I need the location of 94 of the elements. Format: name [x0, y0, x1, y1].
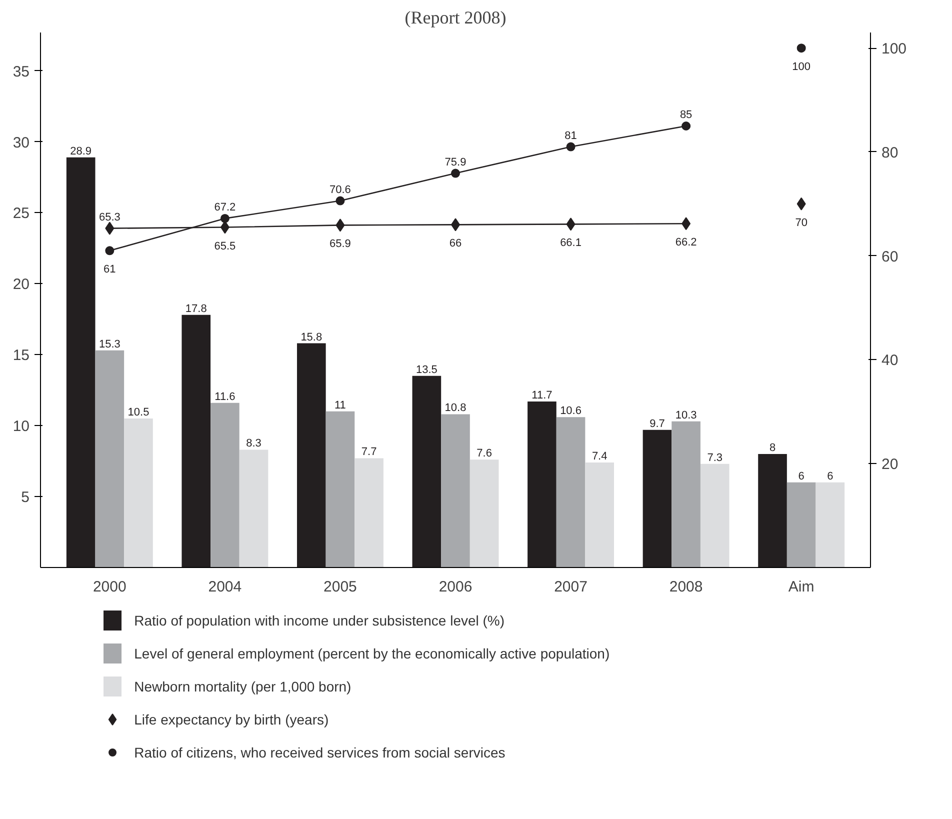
- point: [105, 246, 114, 256]
- point: [105, 222, 114, 235]
- data-label: 15.3: [98, 338, 120, 350]
- y2-tick-label: 80: [882, 144, 898, 162]
- data-label: 6: [798, 470, 804, 482]
- data-label: 11.7: [532, 389, 552, 402]
- legend-label: Newborn mortality (per 1,000 born): [134, 678, 352, 694]
- data-label: 15.8: [300, 331, 322, 344]
- data-label: 6: [827, 470, 834, 482]
- data-label: 65.9: [330, 238, 351, 250]
- x-tick-label: 2008: [669, 578, 703, 596]
- data-label: 85: [680, 108, 692, 121]
- bar: [66, 157, 96, 568]
- y-tick-label: 20: [12, 276, 30, 294]
- bar: [296, 343, 326, 568]
- x-tick-label: 2006: [438, 578, 472, 596]
- point: [796, 197, 806, 210]
- y2-tick-label: 20: [882, 456, 898, 474]
- bar: [470, 460, 499, 568]
- x-tick-label: 2007: [554, 578, 588, 596]
- bar: [585, 462, 614, 568]
- data-label: 9.7: [650, 418, 665, 430]
- bar: [210, 402, 240, 568]
- chart-title: (Report 2008): [404, 8, 506, 28]
- legend-label: Level of general employment (percent by the economically active population): [134, 646, 610, 662]
- data-label: 66: [449, 238, 462, 250]
- y-tick-label: 35: [12, 63, 30, 80]
- data-label: 11: [334, 399, 346, 412]
- bar: [816, 482, 845, 568]
- bar: [326, 411, 355, 568]
- data-label: 81: [564, 130, 577, 142]
- point: [336, 196, 345, 206]
- data-label: 10.3: [675, 409, 697, 422]
- bar: [556, 417, 586, 568]
- data-label: 17.8: [185, 302, 207, 315]
- point: [796, 44, 806, 53]
- bar: [412, 376, 442, 568]
- bar: [642, 430, 672, 568]
- data-label: 7.3: [707, 452, 723, 464]
- x-tick-label: 2000: [92, 578, 126, 596]
- x-tick-label: 2005: [324, 578, 357, 596]
- y-tick-label: 25: [12, 205, 30, 222]
- bar: [182, 314, 211, 568]
- data-label: 66.1: [560, 237, 582, 250]
- x-tick-label: 2004: [208, 578, 242, 596]
- x-tick-label: Aim: [788, 578, 814, 596]
- y-tick-label: 30: [12, 134, 30, 152]
- bar: [441, 414, 470, 568]
- y2-tick-label: 60: [882, 248, 898, 266]
- bar: [672, 421, 700, 568]
- data-label: 8.3: [246, 438, 262, 450]
- data-label: 8: [769, 442, 776, 454]
- legend-label: Life expectancy by birth (years): [134, 712, 329, 728]
- bar: [528, 401, 556, 568]
- data-label: 28.9: [70, 145, 92, 158]
- data-label: 10.6: [560, 405, 582, 418]
- data-label: 65.5: [214, 240, 236, 252]
- y-tick-label: 10: [12, 418, 30, 436]
- y2-tick-label: 100: [882, 40, 907, 58]
- bar: [124, 418, 153, 568]
- data-label: 66.2: [675, 236, 697, 249]
- data-label: 61: [104, 264, 116, 276]
- y-tick-label: 5: [21, 489, 30, 506]
- bar: [758, 454, 787, 568]
- data-label: 100: [792, 61, 811, 74]
- data-label: 67.2: [214, 201, 236, 214]
- data-label: 7.6: [476, 448, 492, 460]
- y-tick-label: 15: [12, 347, 30, 364]
- data-label: 75.9: [444, 156, 466, 168]
- point: [566, 218, 576, 231]
- data-label: 65.3: [98, 211, 120, 224]
- bar: [239, 450, 268, 568]
- bar: [786, 482, 816, 568]
- bar: [700, 464, 730, 568]
- bar: [354, 458, 384, 568]
- point: [682, 122, 691, 130]
- point: [451, 168, 460, 178]
- point: [220, 220, 230, 234]
- data-label: 70: [795, 216, 808, 229]
- point: [566, 142, 576, 152]
- bar: [95, 350, 124, 568]
- legend-label: Ratio of citizens, who received services from social services: [134, 744, 506, 760]
- legend-label: Ratio of population with income under subsistence level (%): [134, 612, 505, 628]
- data-label: 7.7: [361, 446, 377, 458]
- point: [336, 218, 345, 232]
- data-label: 10.8: [444, 402, 466, 414]
- data-label: 11.6: [214, 390, 236, 403]
- data-label: 13.5: [416, 364, 438, 376]
- y2-tick-label: 40: [882, 352, 898, 370]
- data-label: 10.5: [128, 406, 150, 418]
- point: [220, 214, 230, 223]
- data-label: 7.4: [592, 450, 608, 462]
- point: [682, 217, 691, 230]
- data-label: 70.6: [330, 184, 351, 196]
